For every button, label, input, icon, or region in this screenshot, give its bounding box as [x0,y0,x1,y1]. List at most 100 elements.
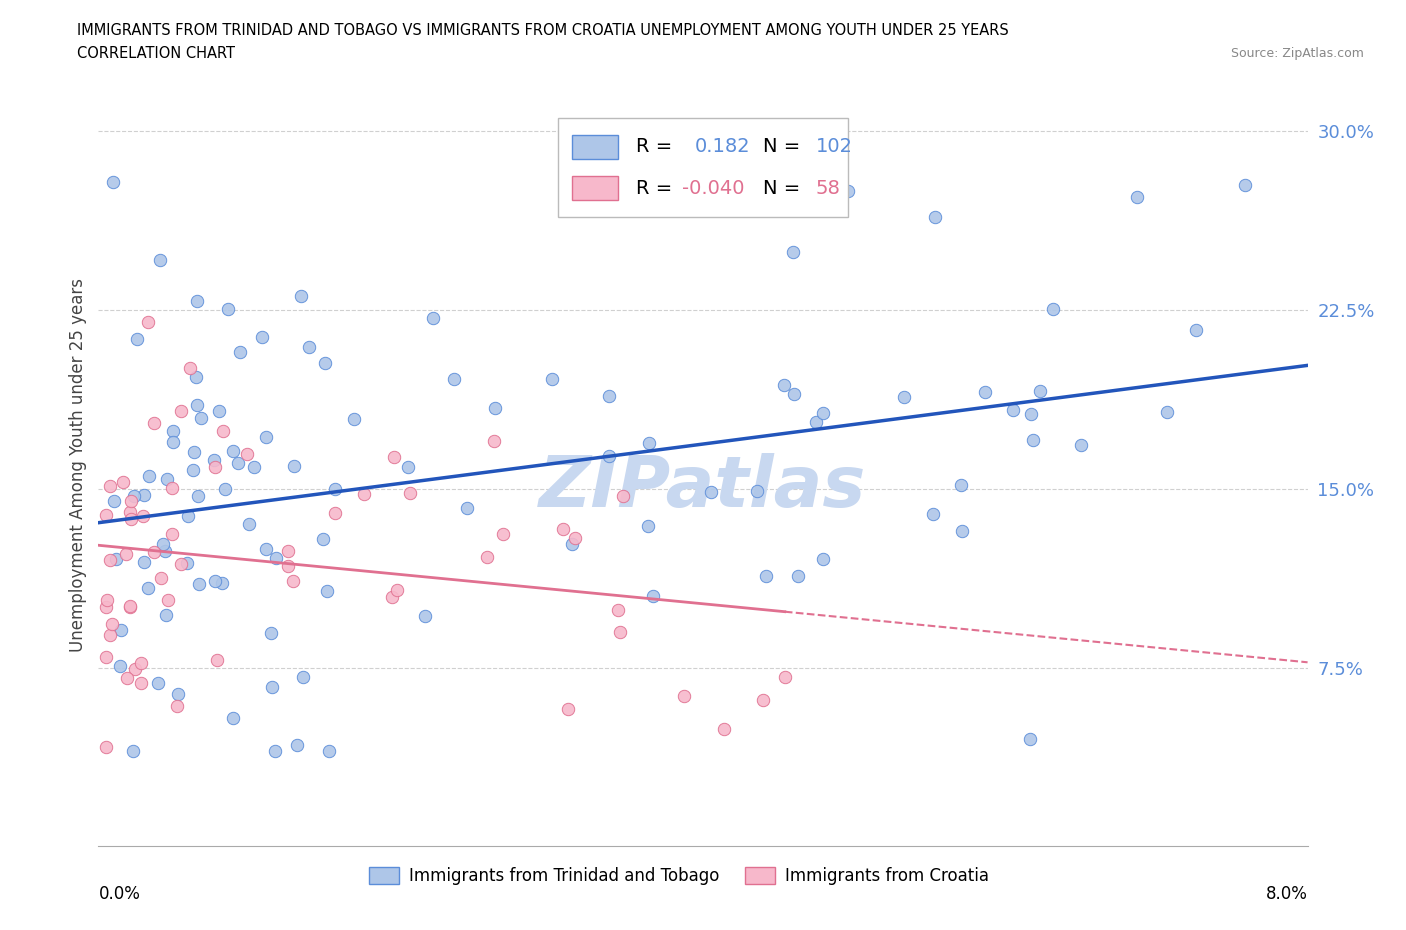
Point [205,653,228,668]
Point [104,551,127,566]
Point [211,424,233,439]
Point [612,488,634,503]
Point [187,488,209,503]
Point [112,474,135,489]
Point [290,288,312,303]
Point [204,452,226,467]
Point [186,398,208,413]
Point [208,404,231,418]
Point [94,508,117,523]
Text: 58: 58 [815,179,841,198]
Point [564,530,586,545]
Point [745,484,768,498]
Point [283,458,305,473]
Point [606,603,628,618]
Point [325,482,347,497]
Point [773,670,796,684]
Text: R =: R = [637,138,672,156]
FancyBboxPatch shape [572,176,619,200]
Point [179,361,201,376]
Point [266,551,288,565]
Point [482,433,505,448]
Point [263,744,285,759]
Point [254,430,277,445]
Point [108,658,131,673]
Point [94,739,117,754]
Point [238,516,260,531]
Text: R =: R = [637,179,672,198]
Text: -0.040: -0.040 [682,179,745,198]
Point [118,599,141,614]
Point [142,416,165,431]
Point [609,624,631,639]
Point [643,589,665,604]
Point [124,662,146,677]
Point [285,737,308,752]
Point [291,670,314,684]
Point [94,650,117,665]
Point [422,311,444,325]
Point [343,412,366,427]
Point [1019,732,1042,747]
Text: Source: ZipAtlas.com: Source: ZipAtlas.com [1230,46,1364,60]
Point [132,509,155,524]
Point [188,577,211,591]
Point [155,607,177,622]
Point [149,571,172,586]
Y-axis label: Unemployment Among Youth under 25 years: Unemployment Among Youth under 25 years [69,278,87,652]
Point [101,175,124,190]
Point [120,494,142,509]
Point [782,245,804,259]
Point [204,574,226,589]
Point [162,434,184,449]
Legend: Immigrants from Trinidad and Tobago, Immigrants from Croatia: Immigrants from Trinidad and Tobago, Imm… [363,860,995,891]
Point [561,536,583,551]
Point [382,450,405,465]
Point [381,590,404,604]
Point [755,568,778,583]
Text: 102: 102 [815,138,852,156]
Point [153,544,176,559]
Point [783,387,806,402]
Point [638,435,661,450]
Point [396,460,419,475]
Point [713,722,735,737]
Point [100,478,122,493]
Text: N =: N = [763,138,800,156]
Point [160,526,183,541]
Point [1125,190,1147,205]
Point [811,405,834,420]
Point [170,404,193,418]
Point [115,671,138,685]
Point [541,371,564,386]
Point [217,301,239,316]
Point [837,183,859,198]
Point [260,626,283,641]
Point [922,506,945,521]
Point [115,547,138,562]
Point [1234,178,1257,193]
Point [281,574,304,589]
Point [184,369,207,384]
Point [132,487,155,502]
Point [166,699,188,714]
Point [811,551,834,566]
Point [413,608,436,623]
Point [385,582,408,597]
Point [183,445,205,459]
Point [226,456,249,471]
Point [318,744,340,759]
Text: ZIPatlas: ZIPatlas [540,454,866,523]
Point [146,675,169,690]
Point [598,389,620,404]
Point [94,599,117,614]
Point [456,501,478,516]
Point [136,314,159,329]
Text: 0.0%: 0.0% [98,885,141,903]
Point [298,339,321,354]
Point [120,512,142,526]
FancyBboxPatch shape [572,135,619,159]
Point [181,463,204,478]
Text: IMMIGRANTS FROM TRINIDAD AND TOBAGO VS IMMIGRANTS FROM CROATIA UNEMPLOYMENT AMON: IMMIGRANTS FROM TRINIDAD AND TOBAGO VS I… [77,23,1010,38]
Point [1019,406,1042,421]
